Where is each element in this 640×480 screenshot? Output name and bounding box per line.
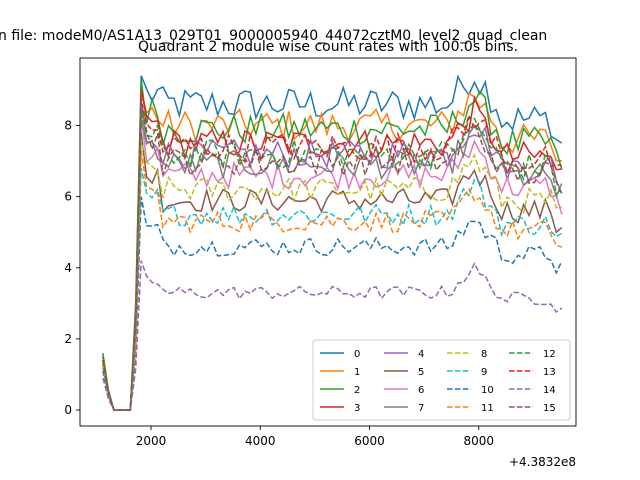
x-tick-label: 8000 [463, 434, 494, 448]
legend-label-3: 3 [354, 403, 360, 414]
legend-label-0: 0 [354, 349, 360, 360]
series-line-8 [102, 139, 562, 411]
legend-label-10: 10 [481, 385, 494, 396]
series-line-6 [102, 114, 563, 411]
x-axis: 2000 4000 6000 8000 [136, 426, 494, 448]
legend-frame [312, 339, 571, 421]
legend-label-9: 9 [481, 367, 487, 378]
series-layer [102, 74, 563, 411]
legend-label-2: 2 [354, 385, 360, 396]
series-line-15 [102, 96, 563, 411]
series-line-7 [102, 118, 563, 411]
series-line-12 [102, 111, 563, 411]
legend-label-11: 11 [481, 403, 494, 414]
legend-label-13: 13 [543, 367, 556, 378]
x-offset-label: +4.3832e8 [509, 455, 576, 469]
series-line-11 [102, 150, 563, 411]
y-tick-label: 0 [64, 403, 72, 417]
series-line-13 [102, 103, 562, 411]
legend-label-7: 7 [418, 403, 424, 414]
legend-label-14: 14 [543, 385, 556, 396]
series-line-4 [102, 100, 563, 411]
legend-label-15: 15 [543, 403, 556, 414]
series-line-14 [102, 260, 563, 411]
chart-suptitle: n file: modeM0/AS1A13_029T01_9000005940_… [0, 28, 547, 44]
series-line-1 [102, 89, 562, 411]
y-axis: 0 2 4 6 8 [64, 119, 80, 417]
x-tick-label: 2000 [136, 434, 167, 448]
plot-frame [79, 57, 577, 427]
series-line-2 [102, 79, 563, 411]
y-tick-label: 6 [64, 190, 72, 204]
series-line-5 [102, 132, 563, 411]
legend-label-12: 12 [543, 349, 556, 360]
series-line-10 [102, 196, 563, 411]
chart-title: Quadrant 2 module wise count rates with … [138, 39, 518, 55]
y-tick-label: 4 [64, 261, 72, 275]
x-tick-label: 4000 [245, 434, 276, 448]
series-line-9 [102, 168, 563, 411]
legend-label-6: 6 [418, 385, 424, 396]
legend-label-1: 1 [354, 367, 360, 378]
x-tick-label: 6000 [354, 434, 385, 448]
legend-label-4: 4 [418, 349, 424, 360]
series-line-0 [102, 74, 563, 411]
legend-label-8: 8 [481, 349, 487, 360]
legend-label-5: 5 [418, 367, 424, 378]
y-tick-label: 8 [64, 119, 72, 133]
y-tick-label: 2 [64, 332, 72, 346]
